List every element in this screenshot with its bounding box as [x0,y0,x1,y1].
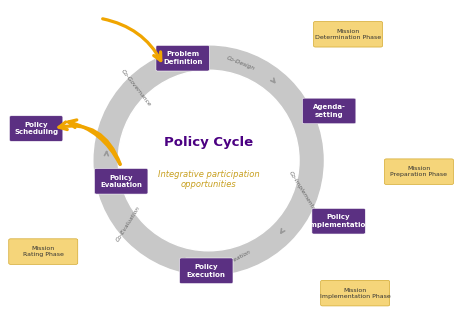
Text: Integrative participation
opportunities: Integrative participation opportunities [158,170,259,189]
Text: Policy
Execution: Policy Execution [187,264,226,278]
Text: Co-Implementation: Co-Implementation [288,170,322,221]
Text: Mission
Implementation Phase: Mission Implementation Phase [320,288,391,299]
Ellipse shape [118,70,299,251]
Text: Policy Cycle: Policy Cycle [164,136,253,149]
FancyBboxPatch shape [320,280,390,306]
Text: Policy
Implementation: Policy Implementation [307,214,370,228]
Text: Mission
Preparation Phase: Mission Preparation Phase [391,166,447,177]
FancyBboxPatch shape [312,208,365,234]
Text: Mission
Determination Phase: Mission Determination Phase [315,29,381,40]
Text: Co-Evaluation: Co-Evaluation [115,205,141,242]
Text: Policy
Scheduling: Policy Scheduling [14,122,58,135]
Text: Co-Design: Co-Design [226,55,255,71]
Text: Co-Governance: Co-Governance [120,69,152,108]
FancyBboxPatch shape [9,239,78,265]
Text: Co-Creation: Co-Creation [219,249,252,270]
Text: Mission
Rating Phase: Mission Rating Phase [23,246,64,257]
FancyBboxPatch shape [180,258,233,283]
Text: Agenda-
setting: Agenda- setting [313,104,346,118]
FancyBboxPatch shape [9,116,63,141]
FancyBboxPatch shape [94,169,148,194]
Text: Policy
Evaluation: Policy Evaluation [100,175,142,188]
FancyBboxPatch shape [314,22,383,47]
Text: Problem
Definition: Problem Definition [163,51,202,65]
FancyBboxPatch shape [384,159,454,185]
FancyBboxPatch shape [156,46,210,71]
Ellipse shape [94,46,323,275]
FancyBboxPatch shape [302,98,356,124]
